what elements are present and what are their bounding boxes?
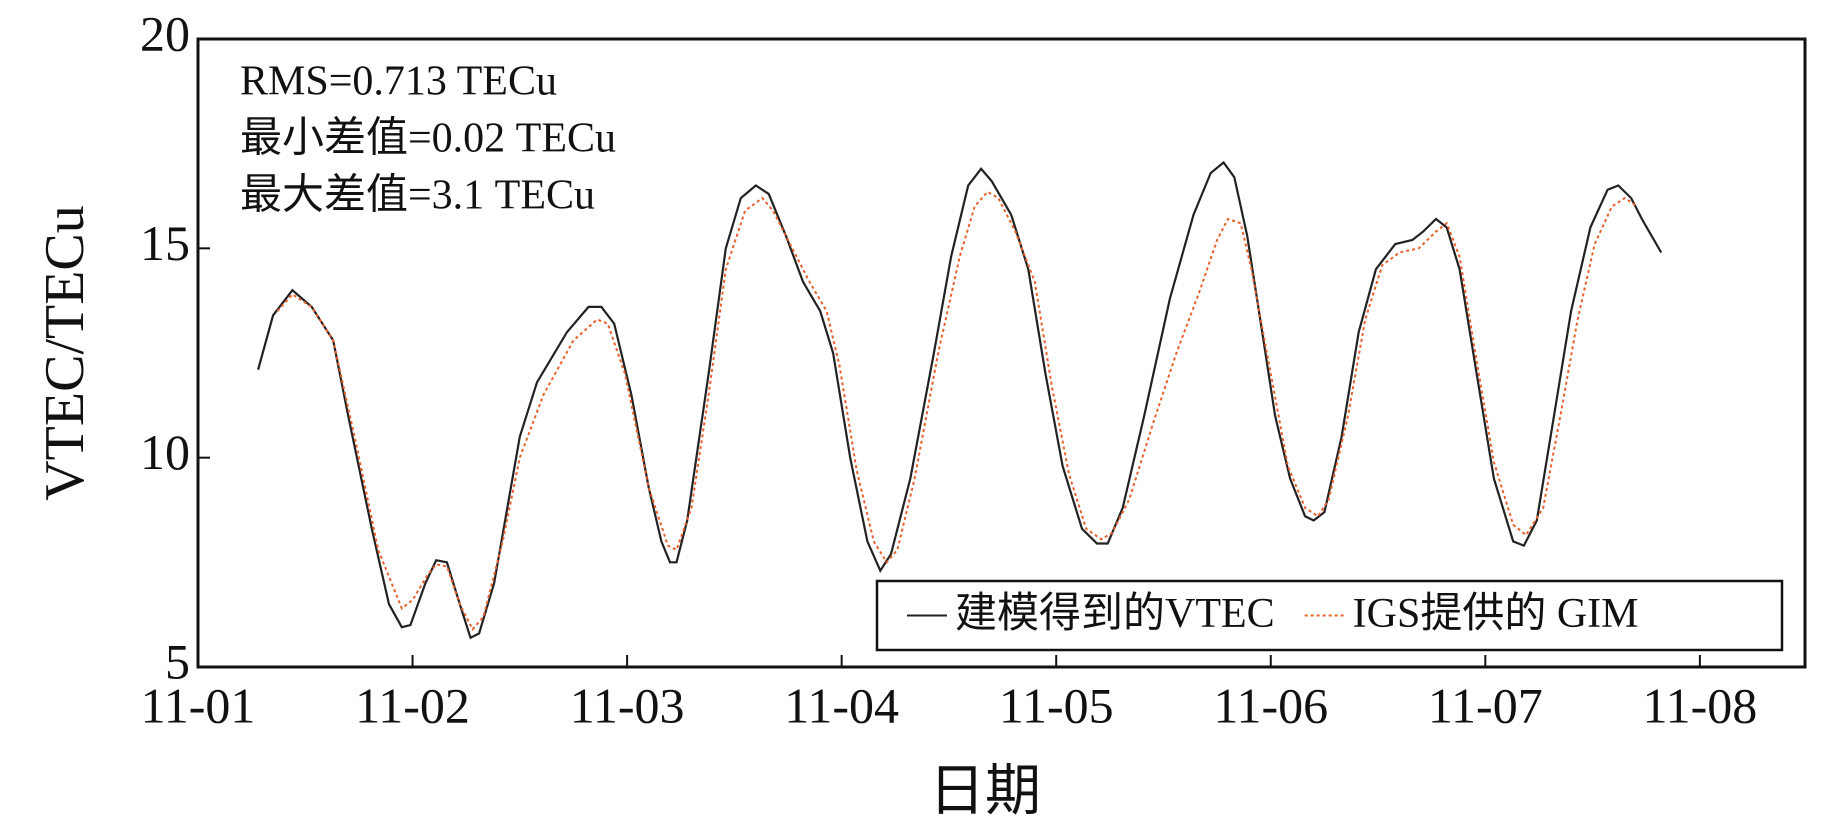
y-tick-label: 5: [165, 633, 190, 689]
x-tick-label: 11-04: [784, 677, 899, 733]
x-tick-label: 11-02: [355, 677, 470, 733]
x-tick-label: 11-06: [1213, 677, 1328, 733]
y-tick-label: 20: [140, 5, 190, 61]
x-tick-label: 11-08: [1642, 677, 1757, 733]
x-tick-label: 11-03: [570, 677, 685, 733]
series-line: [276, 190, 1639, 632]
y-tick-label: 15: [140, 215, 190, 271]
annotation: RMS=0.713 TECu: [240, 59, 557, 105]
x-axis-title: 日期: [929, 761, 1041, 823]
legend-label: IGS提供的 GIM: [1353, 591, 1639, 637]
annotation: 最小差值=0.02 TECu: [240, 116, 616, 162]
x-tick-label: 11-01: [141, 677, 256, 733]
series-line: [257, 160, 1663, 640]
plot-frame: [196, 37, 1807, 669]
legend-label: 建模得到的VTEC: [955, 591, 1275, 637]
y-axis-title: VTEC/TECu: [34, 205, 96, 501]
x-tick-label: 11-07: [1428, 677, 1543, 733]
annotation: 最大差值=3.1 TECu: [240, 173, 595, 219]
x-tick-label: 11-05: [999, 677, 1114, 733]
y-tick-label: 10: [140, 424, 190, 480]
legend: 建模得到的VTEC IGS提供的 GIM: [875, 579, 1784, 652]
